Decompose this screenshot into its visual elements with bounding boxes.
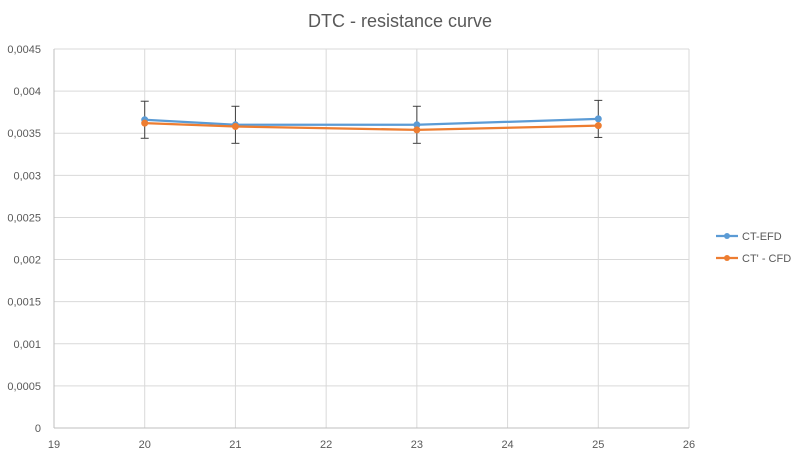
y-tick-label: 0 [35, 423, 41, 435]
y-tick-label: 0,004 [13, 86, 41, 98]
legend: CT-EFD CT' - CFD [716, 231, 791, 265]
data-point [141, 119, 149, 127]
y-tick-label: 0,0045 [7, 44, 41, 56]
y-tick-label: 0,0035 [7, 128, 41, 140]
data-point [594, 122, 602, 130]
legend-item: CT-EFD [716, 231, 782, 243]
legend-label: CT-EFD [742, 231, 782, 243]
data-point [594, 115, 602, 123]
x-tick-label: 19 [48, 439, 60, 451]
series-line [144, 117, 599, 126]
axes: 0 0,0005 0,001 0,0015 0,002 0,0025 0,003 0,0035… [7, 44, 695, 451]
chart-title: DTC - resistance curve [308, 11, 492, 31]
x-tick-label: 23 [411, 439, 423, 451]
x-tick-label: 26 [683, 439, 695, 451]
x-tick-label: 22 [320, 439, 332, 451]
legend-label: CT' - CFD [742, 253, 791, 265]
legend-marker [724, 255, 730, 261]
legend-marker [724, 233, 730, 239]
x-tick-label: 21 [229, 439, 241, 451]
y-tick-label: 0,0025 [7, 212, 41, 224]
x-tick-label: 25 [592, 439, 604, 451]
y-tick-label: 0,0015 [7, 297, 41, 309]
y-tick-label: 0,002 [13, 255, 41, 267]
data-point [413, 126, 421, 134]
data-point [231, 122, 239, 130]
series-ct-cfd [141, 119, 602, 134]
series-line [144, 121, 599, 131]
y-tick-label: 0,001 [13, 339, 41, 351]
series-layer [140, 99, 603, 144]
x-tick-label: 20 [139, 439, 151, 451]
y-tick-label: 0,003 [13, 170, 41, 182]
legend-item: CT' - CFD [716, 253, 791, 265]
x-tick-label: 24 [501, 439, 513, 451]
y-tick-label: 0,0005 [7, 381, 41, 393]
